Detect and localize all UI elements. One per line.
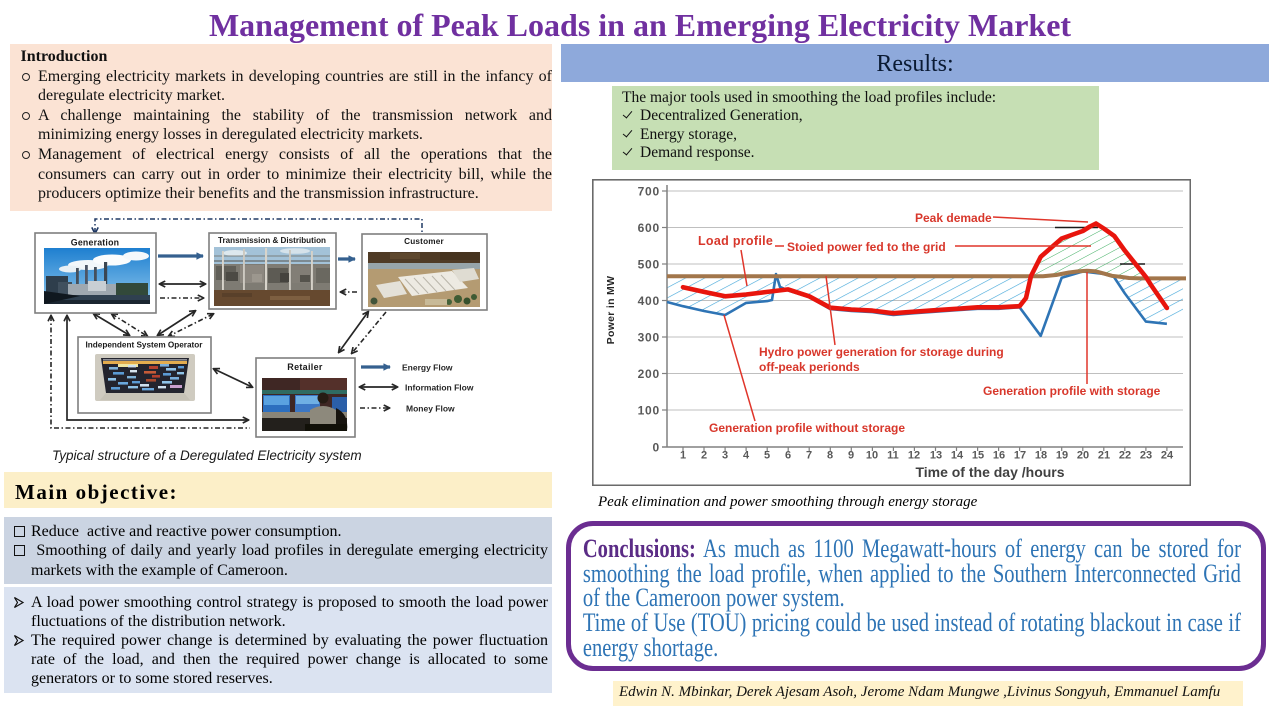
svg-text:15: 15: [972, 450, 984, 462]
svg-text:13: 13: [930, 450, 942, 462]
svg-text:100: 100: [638, 404, 660, 418]
svg-text:24: 24: [1161, 450, 1174, 462]
svg-text:300: 300: [638, 331, 660, 345]
svg-text:600: 600: [638, 221, 660, 235]
svg-text:Load profile: Load profile: [698, 234, 773, 248]
svg-text:16: 16: [993, 450, 1005, 462]
svg-text:Generation profile with storag: Generation profile with storage: [983, 384, 1161, 398]
svg-text:19: 19: [1056, 450, 1068, 462]
svg-text:4: 4: [743, 450, 750, 462]
svg-text:Time of the day /hours: Time of the day /hours: [915, 464, 1064, 480]
svg-text:9: 9: [848, 450, 854, 462]
svg-text:5: 5: [764, 450, 770, 462]
svg-text:Energy Flow: Energy Flow: [402, 363, 453, 373]
svg-text:10: 10: [866, 450, 878, 462]
svg-text:20: 20: [1077, 450, 1089, 462]
svg-text:700: 700: [638, 185, 660, 199]
svg-text:Generation profile without sto: Generation profile without storage: [709, 421, 905, 435]
svg-text:off-peak perionds: off-peak perionds: [759, 360, 860, 374]
svg-text:Stoied power fed to the grid: Stoied power fed to the grid: [787, 240, 946, 254]
svg-text:Peak demade: Peak demade: [915, 211, 992, 225]
svg-text:Transmission & Distribution: Transmission & Distribution: [218, 236, 326, 245]
svg-text:1: 1: [680, 450, 686, 462]
svg-text:3: 3: [722, 450, 728, 462]
svg-text:7: 7: [806, 450, 812, 462]
svg-text:22: 22: [1119, 450, 1131, 462]
svg-text:Independent System Operator: Independent System Operator: [86, 341, 204, 350]
svg-text:18: 18: [1035, 450, 1047, 462]
svg-text:Generation: Generation: [71, 238, 119, 248]
svg-text:Customer: Customer: [404, 237, 444, 246]
svg-text:2: 2: [701, 450, 707, 462]
svg-text:6: 6: [785, 450, 791, 462]
svg-text:500: 500: [638, 258, 660, 272]
svg-text:Money Flow: Money Flow: [406, 404, 455, 414]
svg-text:17: 17: [1014, 450, 1026, 462]
svg-text:Retailer: Retailer: [287, 362, 323, 372]
svg-text:200: 200: [638, 367, 660, 381]
svg-text:11: 11: [887, 450, 899, 462]
svg-text:21: 21: [1098, 450, 1110, 462]
svg-text:8: 8: [827, 450, 833, 462]
svg-text:12: 12: [908, 450, 920, 462]
svg-text:Power in MW: Power in MW: [605, 276, 617, 345]
svg-text:0: 0: [653, 441, 660, 455]
svg-text:Information Flow: Information Flow: [405, 383, 474, 393]
svg-text:23: 23: [1140, 450, 1152, 462]
svg-text:14: 14: [951, 450, 964, 462]
svg-text:400: 400: [638, 294, 660, 308]
svg-text:Hydro power generation for sto: Hydro power generation for storage durin…: [759, 345, 1004, 359]
